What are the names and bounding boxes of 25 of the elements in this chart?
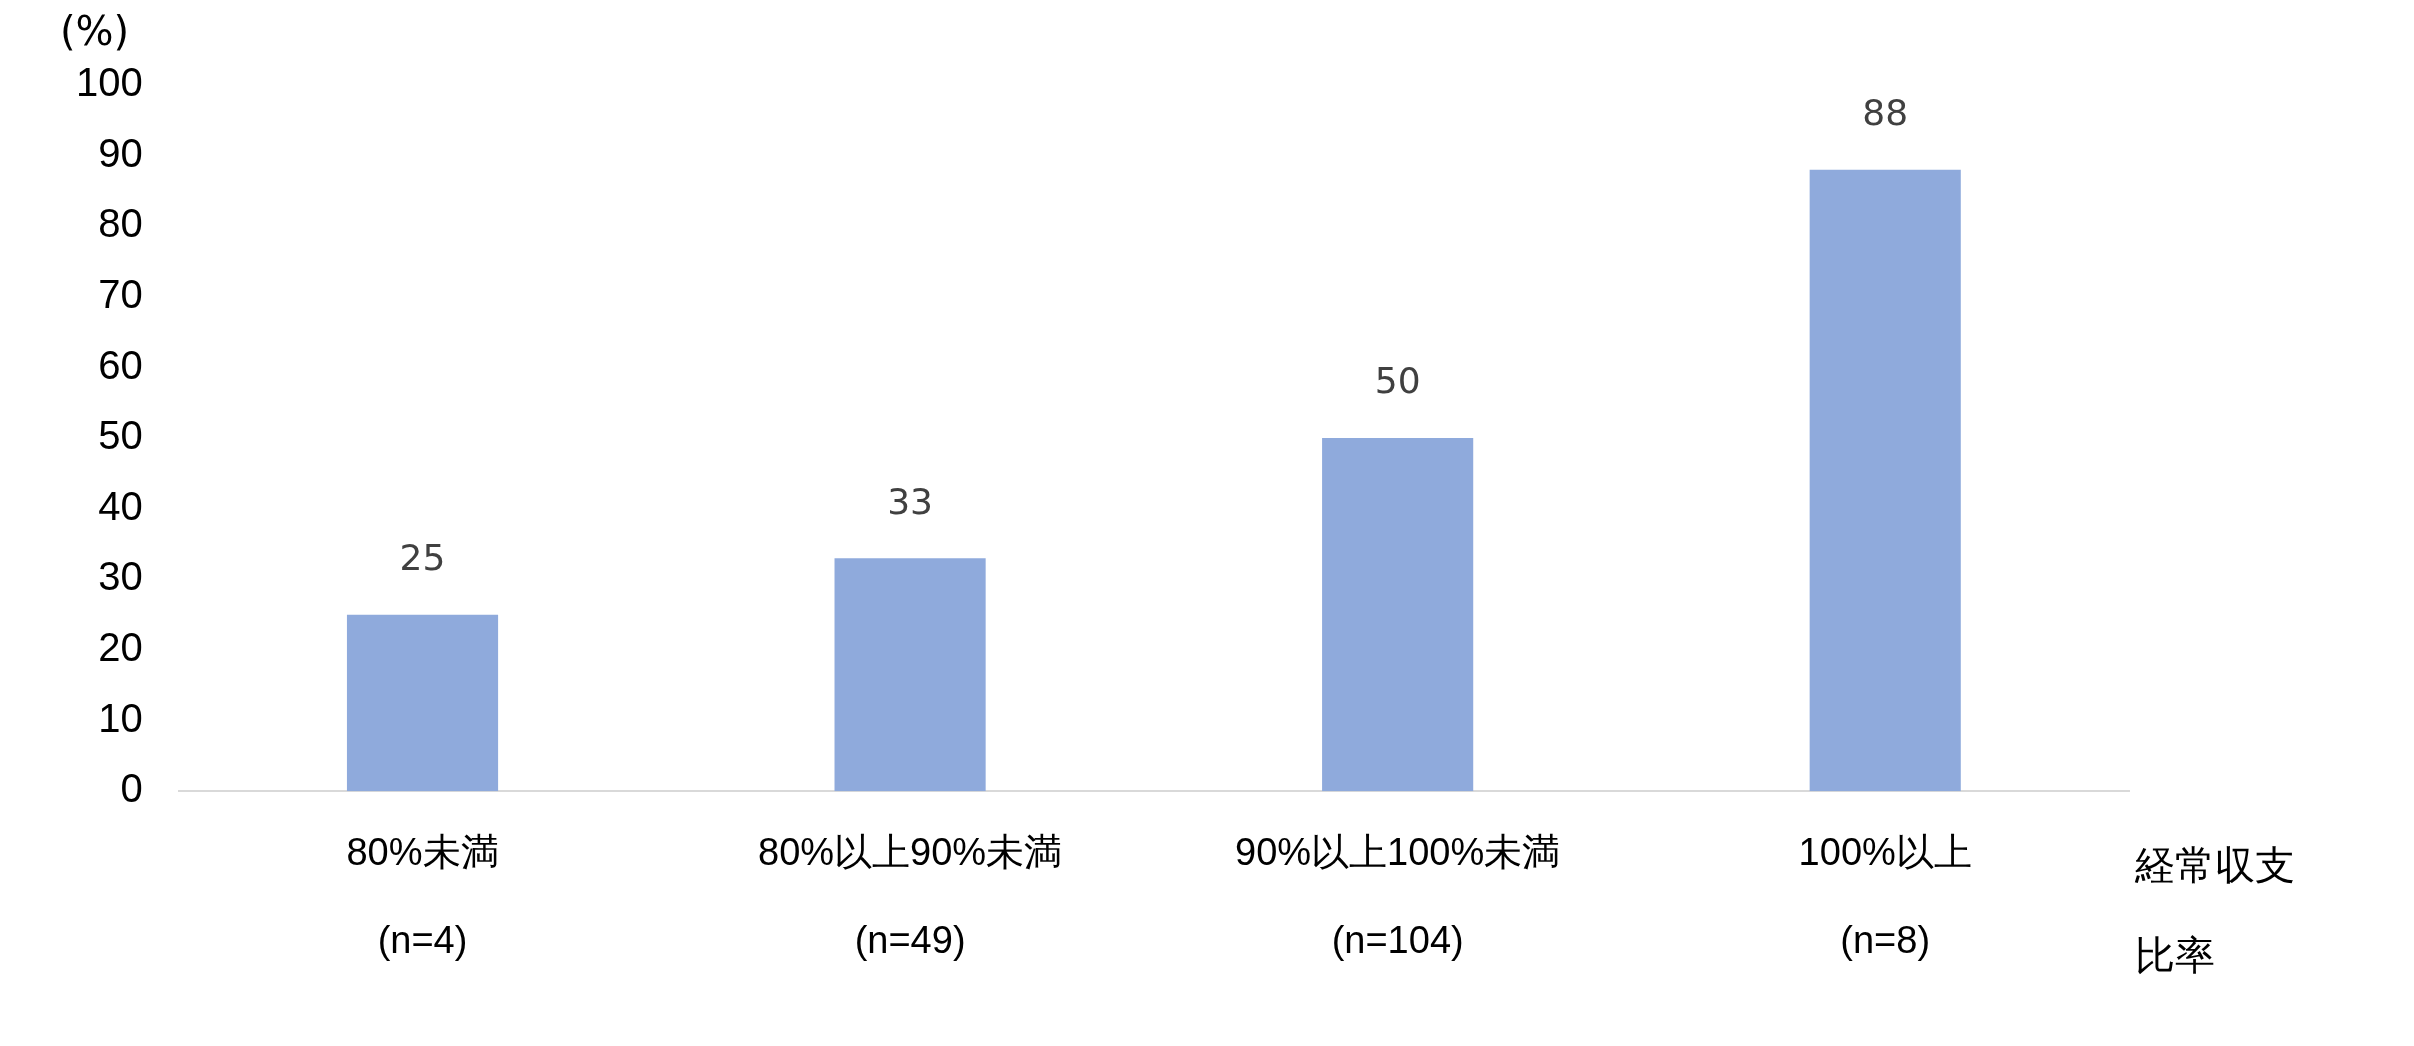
y-tick-label: 20 [98,624,143,669]
x-axis-title: 経常収支比率 [2135,841,2296,980]
y-tick-label: 30 [98,554,143,599]
data-label: 50 [1374,360,1421,402]
y-tick-label: 80 [98,201,143,246]
bar [834,558,986,792]
y-tick-label: 40 [98,483,143,528]
y-tick-label: 100 [75,60,143,105]
y-tick-label: 90 [98,130,143,175]
data-label: 33 [887,480,933,522]
x-tick-label: 80%以上90%未満 (n=49) [758,831,1063,961]
bar [1809,169,1961,792]
y-tick-label: 70 [98,271,143,316]
y-tick-label: 50 [98,413,143,458]
y-tick-label: 60 [98,342,143,387]
bar [346,614,499,792]
bar [1322,438,1474,792]
y-axis-title: (%) [60,8,130,54]
y-tick-label: 0 [120,766,143,811]
x-tick-label: 80%未満 (n=4) [346,831,499,961]
x-tick-label: 90%以上100%未満 (n=104) [1235,831,1561,961]
data-label: 88 [1862,92,1909,134]
y-tick-label: 10 [98,695,143,740]
x-tick-label: 100%以上 (n=8) [1798,831,1972,961]
data-label: 25 [399,537,446,579]
